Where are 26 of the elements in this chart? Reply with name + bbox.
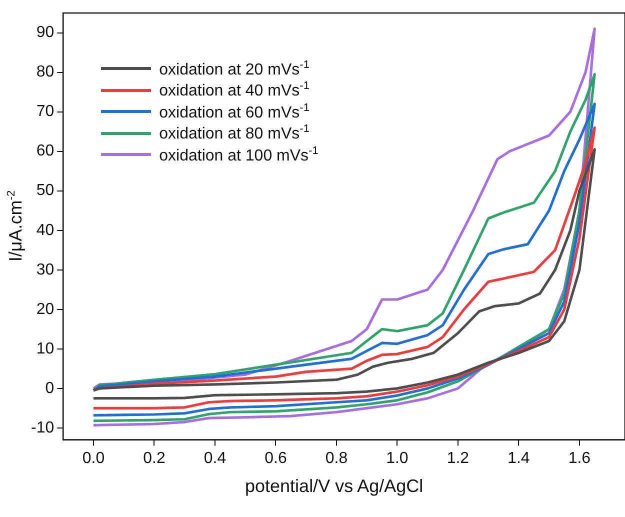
x-tick-label: 0.6 <box>264 450 287 467</box>
y-tick-label: -10 <box>31 419 54 436</box>
legend-label: oxidation at 20 mVs$^{-1}$ <box>159 58 310 79</box>
y-tick-label: 10 <box>36 340 54 358</box>
y-tick-label: 50 <box>36 182 54 200</box>
x-tick-label: 0.4 <box>204 450 226 467</box>
legend-label: oxidation at 40 mVs$^{-1}$ <box>159 80 310 100</box>
y-tick-label: 80 <box>36 64 54 81</box>
x-tick-label: 1.6 <box>568 450 591 467</box>
legend-label: oxidation at 60 mVs$^{-1}$ <box>159 102 310 122</box>
y-tick-label: 20 <box>36 300 54 318</box>
y-tick-label: 60 <box>36 142 54 160</box>
y-tick-label: 0 <box>45 380 54 397</box>
x-tick-label: 0.8 <box>325 450 348 467</box>
y-tick-label: 30 <box>36 261 54 278</box>
x-axis-title: potential/V vs Ag/AgCl <box>245 476 424 497</box>
x-tick-label: 0.0 <box>82 450 105 467</box>
y-tick-label: 40 <box>36 222 54 239</box>
legend-label: oxidation at 80 mVs$^{-1}$ <box>159 123 310 144</box>
x-tick-label: 1.0 <box>386 450 408 467</box>
y-tick-label: 70 <box>36 103 54 120</box>
x-tick-label: 1.4 <box>508 450 530 467</box>
y-tick-label: 90 <box>36 24 54 42</box>
legend-label: oxidation at 100 mVs$^{-1}$ <box>159 144 318 165</box>
x-tick-label: 1.2 <box>446 450 470 467</box>
x-tick-label: 0.2 <box>143 450 166 467</box>
